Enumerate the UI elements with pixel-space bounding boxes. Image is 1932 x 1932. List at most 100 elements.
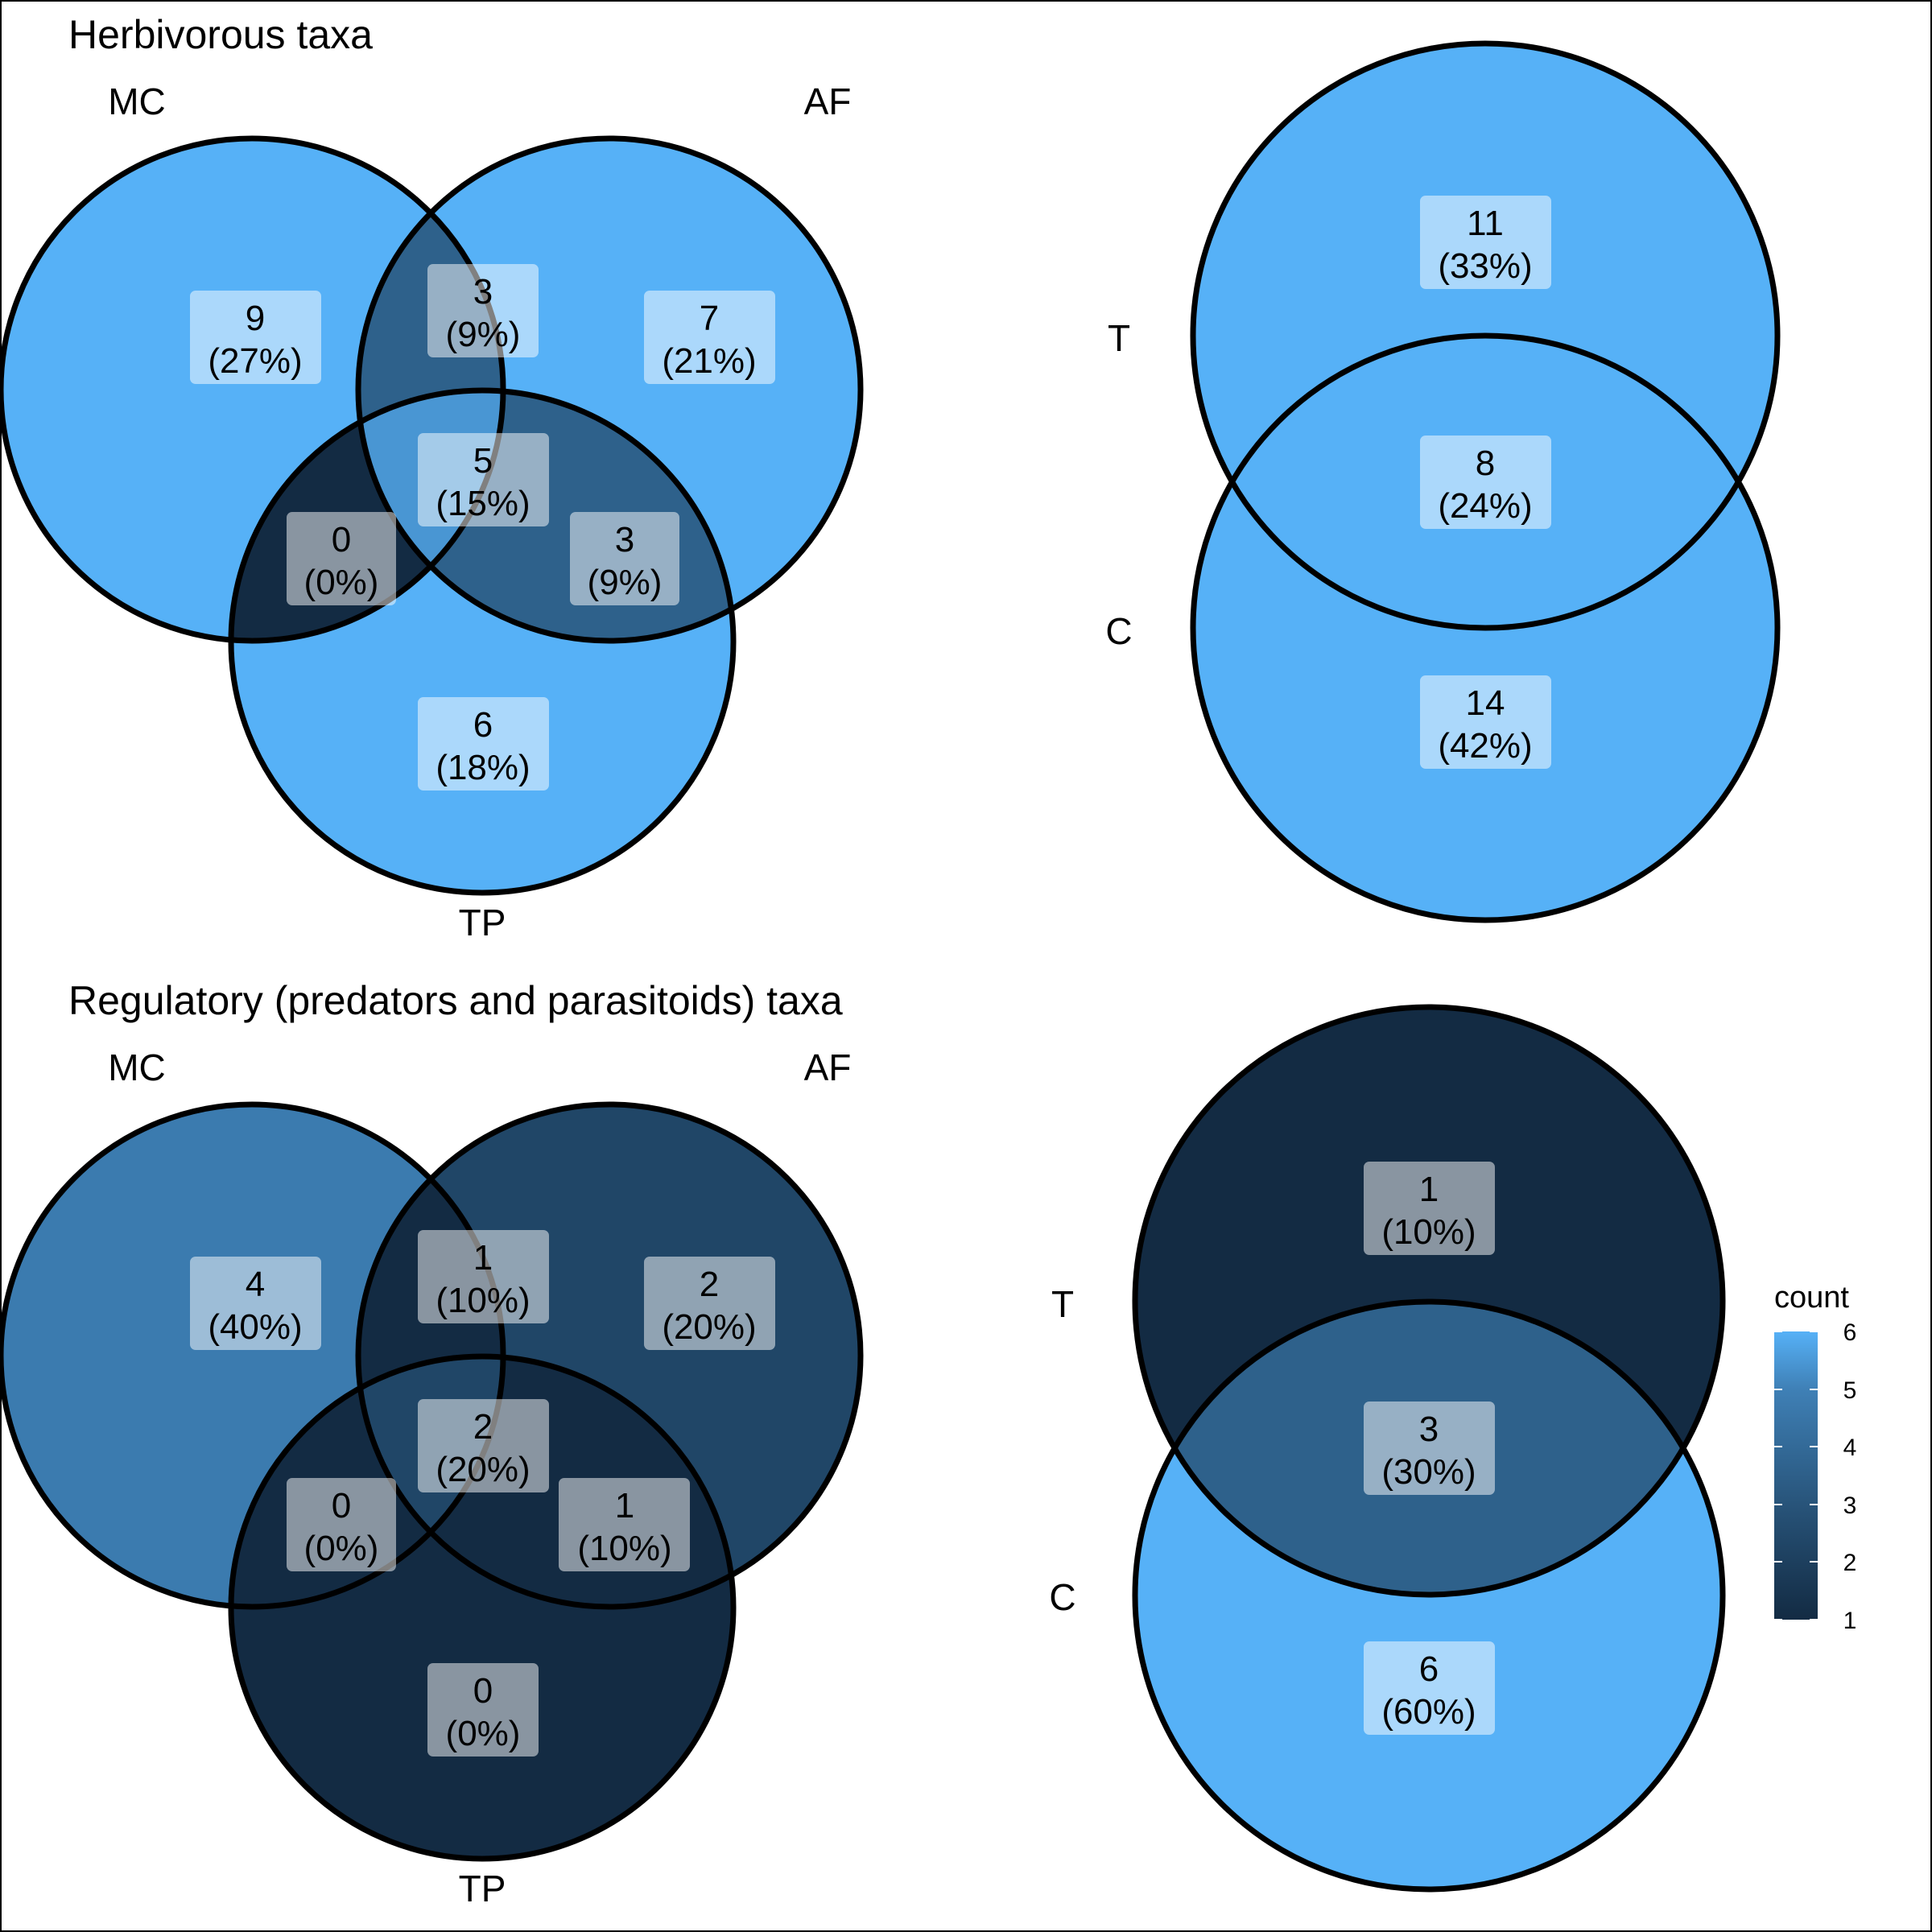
- count-tp: 6: [473, 705, 493, 745]
- legend-tick-label: 5: [1843, 1377, 1857, 1404]
- count-af: 7: [700, 299, 719, 338]
- region-label-c: 14(42%): [1420, 675, 1551, 769]
- legend-colorbar: [1774, 1331, 1818, 1620]
- legend-tick-5: 5: [1774, 1377, 1856, 1404]
- region-label-af-tp: 3 (9%): [570, 512, 679, 605]
- set-outline-t: [1190, 40, 1781, 631]
- region-label-mc-af-tp: 5(15%): [418, 433, 549, 526]
- percent-mc: (40%): [208, 1307, 302, 1347]
- region-label-af-tp: 1 (10%): [559, 1478, 690, 1571]
- percent-t: (10%): [1381, 1212, 1476, 1252]
- count-af: 2: [700, 1265, 719, 1304]
- percent-tp: (18%): [436, 748, 530, 787]
- set-label-tp: TP: [459, 1868, 506, 1909]
- count-af-tp: 3: [615, 520, 634, 559]
- legend-tick-label: 3: [1843, 1492, 1857, 1519]
- region-label-t-c: 8(24%): [1420, 436, 1551, 529]
- percent-mc-af: (9%): [446, 315, 521, 354]
- region-label-mc-tp: 0 (0%): [287, 512, 396, 605]
- set-label-c: C: [1049, 1576, 1075, 1618]
- legend-tick-4: 4: [1774, 1435, 1856, 1461]
- set-outline-c: [1190, 332, 1781, 923]
- percent-mc-af-tp: (15%): [436, 484, 530, 523]
- count-mc-tp: 0: [332, 1486, 351, 1525]
- set-label-mc: MC: [108, 1046, 166, 1088]
- region-label-af: 7(21%): [644, 291, 775, 384]
- percent-mc-af: (10%): [436, 1281, 530, 1320]
- region-label-mc-af: 3(9%): [427, 264, 539, 357]
- count-mc-af: 3: [473, 272, 493, 312]
- set-outline-af: [355, 135, 864, 644]
- set-label-af: AF: [804, 1046, 852, 1088]
- panel-title-herbivorous: Herbivorous taxa: [68, 12, 373, 57]
- percent-mc: (27%): [208, 341, 302, 381]
- count-mc-af: 1: [473, 1238, 493, 1278]
- region-label-mc-tp: 0 (0%): [287, 1478, 396, 1571]
- percent-af-tp: (9%): [588, 563, 663, 602]
- legend-tick-2: 2: [1774, 1550, 1856, 1576]
- count-mc-af-tp: 5: [473, 441, 493, 481]
- region-label-t: 11(33%): [1420, 196, 1551, 289]
- legend-tick-1: 1: [1774, 1608, 1856, 1634]
- count-mc-tp: 0: [332, 520, 351, 559]
- set-label-c: C: [1105, 610, 1132, 652]
- set-outline-c: [1132, 1298, 1726, 1893]
- legend-tick-6: 6: [1774, 1319, 1856, 1346]
- percent-mc-af-tp: (20%): [436, 1450, 530, 1489]
- percent-t-c: (24%): [1438, 486, 1532, 526]
- percent-af-tp: (10%): [577, 1529, 671, 1568]
- region-label-af: 2(20%): [644, 1257, 775, 1350]
- set-outline-tp: [228, 1353, 737, 1862]
- legend-tick-3: 3: [1774, 1492, 1856, 1519]
- region-label-mc-af: 1(10%): [418, 1230, 549, 1323]
- count-c: 6: [1419, 1649, 1439, 1689]
- count-c: 14: [1466, 683, 1505, 723]
- set-outline-af: [355, 1101, 864, 1610]
- region-label-mc: 4(40%): [190, 1257, 321, 1350]
- set-label-t: T: [1051, 1283, 1074, 1325]
- percent-t-c: (30%): [1381, 1452, 1476, 1492]
- count-mc: 9: [246, 299, 265, 338]
- region-label-mc-af-tp: 2(20%): [418, 1399, 549, 1492]
- percent-mc-tp: (0%): [304, 563, 379, 602]
- count-mc-af-tp: 2: [473, 1407, 493, 1447]
- set-outline-t: [1132, 1004, 1726, 1598]
- region-label-t: 1(10%): [1364, 1162, 1495, 1255]
- percent-c: (60%): [1381, 1692, 1476, 1732]
- set-label-mc: MC: [108, 80, 166, 122]
- percent-c: (42%): [1438, 726, 1532, 766]
- region-label-c: 6(60%): [1364, 1641, 1495, 1735]
- percent-af: (20%): [662, 1307, 756, 1347]
- count-tp: 0: [473, 1671, 493, 1711]
- panel-title-regulatory: Regulatory (predators and parasitoids) t…: [68, 978, 843, 1023]
- legend-title: count: [1774, 1281, 1849, 1315]
- legend-tick-label: 2: [1843, 1550, 1857, 1576]
- set-label-tp: TP: [459, 902, 506, 943]
- color-legend: count 1 2 3 4 5 6: [1774, 1281, 1856, 1634]
- count-t: 11: [1467, 204, 1504, 243]
- set-outline-tp: [228, 387, 737, 896]
- region-label-mc: 9(27%): [190, 291, 321, 384]
- percent-mc-tp: (0%): [304, 1529, 379, 1568]
- count-t-c: 8: [1476, 444, 1495, 483]
- percent-t: (33%): [1438, 246, 1532, 286]
- count-t-c: 3: [1419, 1410, 1439, 1449]
- percent-af: (21%): [662, 341, 756, 381]
- set-label-af: AF: [804, 80, 852, 122]
- count-af-tp: 1: [615, 1486, 634, 1525]
- count-t: 1: [1419, 1170, 1439, 1209]
- percent-tp: (0%): [446, 1714, 521, 1753]
- legend-tick-label: 6: [1843, 1319, 1857, 1346]
- legend-tick-label: 4: [1843, 1435, 1857, 1461]
- set-label-t: T: [1108, 317, 1130, 359]
- region-label-tp: 0(0%): [427, 1663, 539, 1757]
- region-label-t-c: 3(30%): [1364, 1402, 1495, 1495]
- count-mc: 4: [246, 1265, 265, 1304]
- region-label-tp: 6(18%): [418, 697, 549, 791]
